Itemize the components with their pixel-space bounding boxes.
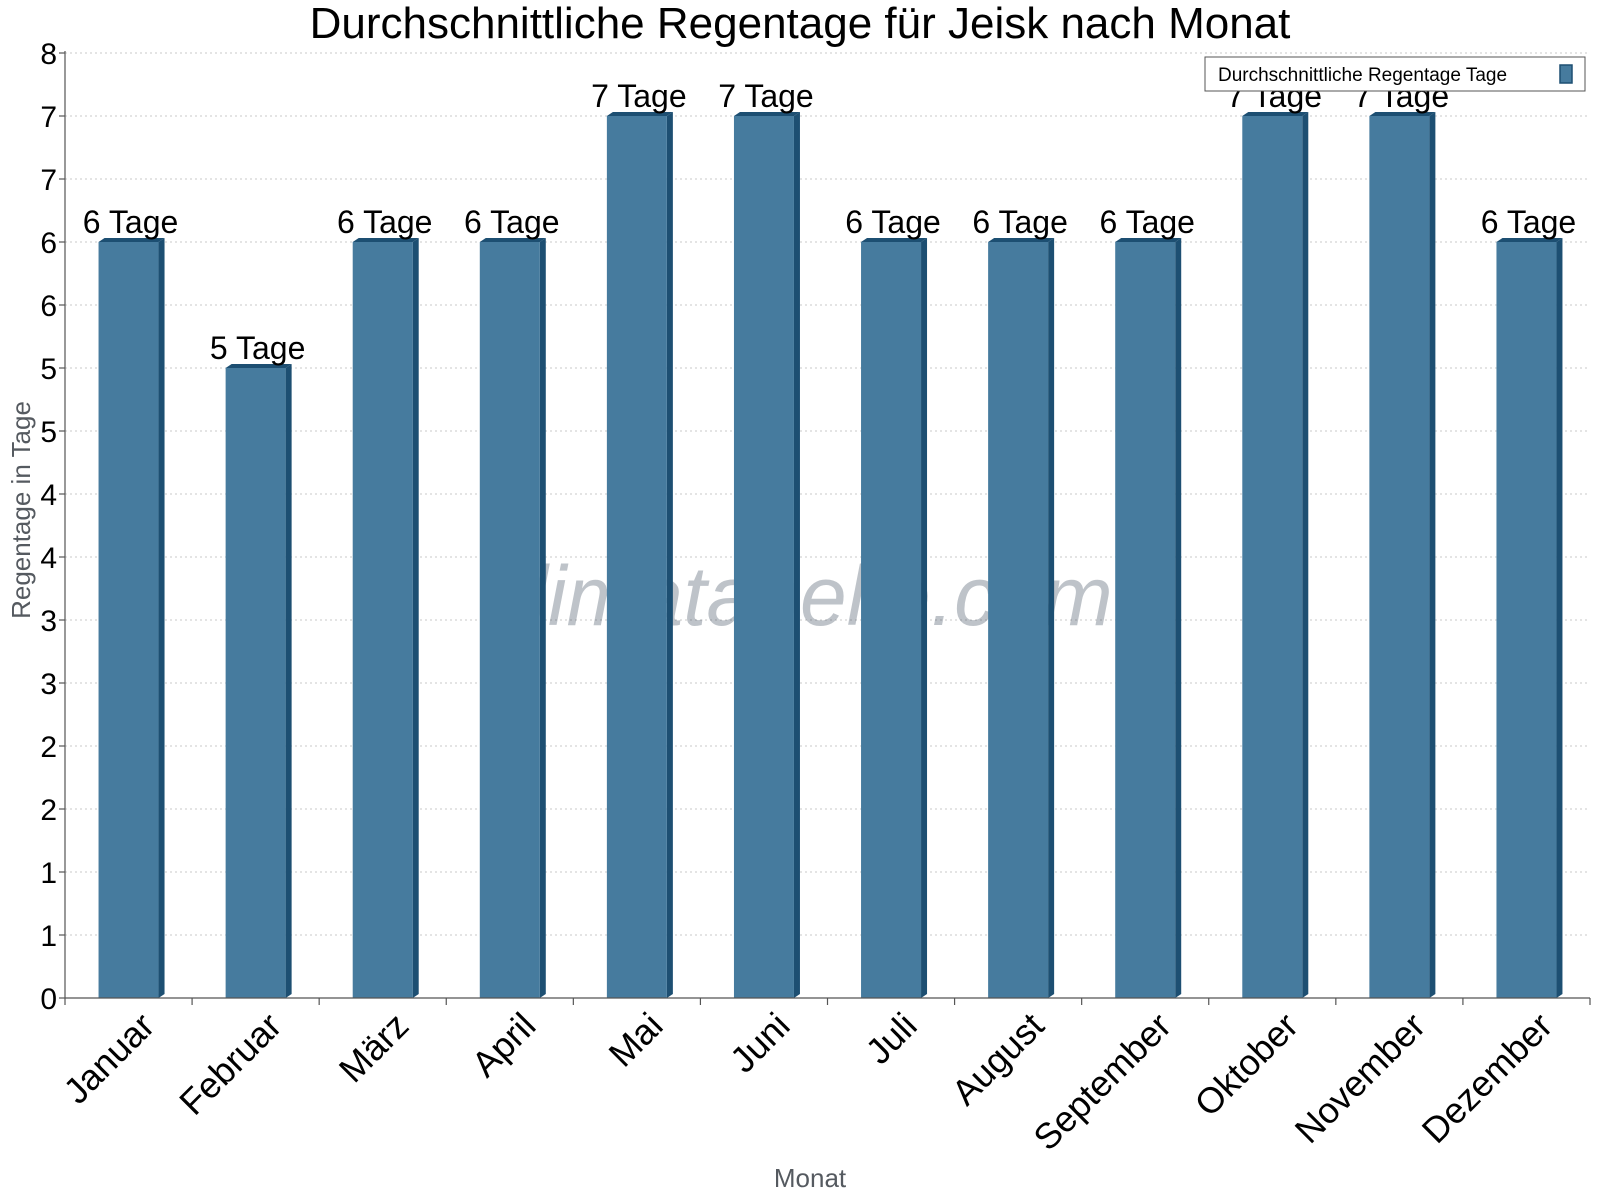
bar bbox=[352, 242, 413, 998]
axes bbox=[64, 51, 1590, 999]
y-tick-label: 4 bbox=[40, 479, 57, 512]
y-tick-label: 0 bbox=[40, 983, 57, 1016]
bar bbox=[1242, 116, 1303, 998]
y-tick-label: 7 bbox=[40, 101, 57, 134]
y-tick-label: 5 bbox=[40, 353, 57, 386]
y-tick-label: 7 bbox=[40, 164, 57, 197]
bar-side bbox=[793, 112, 800, 998]
y-tick-label: 3 bbox=[40, 668, 57, 701]
data-label: 6 Tage bbox=[1099, 204, 1195, 240]
y-tick-label: 6 bbox=[40, 290, 57, 323]
bar-side bbox=[1429, 112, 1436, 998]
y-axis-label: Regentage in Tage bbox=[6, 401, 36, 619]
bar-top bbox=[861, 238, 928, 242]
x-tick-label: Juli bbox=[858, 1005, 925, 1072]
y-axis-ticks: 0 1 1 2 2 3 3 4 4 5 5 6 6 7 7 8 bbox=[40, 38, 65, 1016]
legend-box bbox=[1204, 56, 1586, 92]
y-tick-label: 3 bbox=[40, 605, 57, 638]
bar-top bbox=[98, 238, 165, 242]
bar-side bbox=[1556, 238, 1563, 998]
bar-side bbox=[1048, 238, 1055, 998]
x-tick-label: September bbox=[1025, 1005, 1179, 1159]
bar-side bbox=[539, 238, 546, 998]
y-tick-label: 8 bbox=[40, 38, 57, 71]
bar-top bbox=[1115, 238, 1182, 242]
y-tick-label: 6 bbox=[40, 227, 57, 260]
bar bbox=[1496, 242, 1557, 998]
bar-top bbox=[733, 112, 800, 116]
x-tick-label: Juni bbox=[722, 1005, 798, 1081]
x-tick-label: Mai bbox=[601, 1005, 671, 1075]
data-label: 6 Tage bbox=[1481, 204, 1577, 240]
bars bbox=[98, 112, 1563, 998]
y-tick-label: 2 bbox=[40, 794, 57, 827]
bar-side bbox=[921, 238, 928, 998]
data-label: 6 Tage bbox=[464, 204, 560, 240]
bar-top bbox=[1242, 112, 1309, 116]
data-label: 5 Tage bbox=[210, 330, 306, 366]
x-tick-label: Februar bbox=[171, 1005, 289, 1123]
x-tick-label: Dezember bbox=[1414, 1005, 1560, 1151]
bar-side bbox=[666, 112, 673, 998]
x-tick-label: März bbox=[331, 1005, 417, 1091]
y-tick-label: 1 bbox=[40, 920, 57, 953]
bar-top bbox=[988, 238, 1055, 242]
bar-top bbox=[225, 364, 292, 368]
legend-swatch bbox=[1559, 64, 1573, 84]
y-tick-label: 2 bbox=[40, 731, 57, 764]
x-tick-label: April bbox=[464, 1005, 544, 1085]
bar-top bbox=[1496, 238, 1563, 242]
chart-title: Durchschnittliche Regentage für Jeisk na… bbox=[310, 0, 1291, 48]
bar bbox=[1115, 242, 1176, 998]
x-tick-label: August bbox=[944, 1005, 1052, 1113]
bar-side bbox=[158, 238, 165, 998]
bar bbox=[988, 242, 1049, 998]
bar-side bbox=[285, 364, 292, 998]
y-tick-label: 1 bbox=[40, 857, 57, 890]
bar bbox=[1369, 116, 1430, 998]
data-label: 6 Tage bbox=[337, 204, 433, 240]
bar bbox=[606, 116, 667, 998]
data-label: 7 Tage bbox=[718, 78, 814, 114]
data-label: 6 Tage bbox=[845, 204, 941, 240]
bar bbox=[479, 242, 540, 998]
bar bbox=[861, 242, 922, 998]
bar-top bbox=[479, 238, 546, 242]
x-tick-label: Januar bbox=[55, 1005, 162, 1112]
bar-top bbox=[606, 112, 673, 116]
bar-side bbox=[412, 238, 419, 998]
bar bbox=[225, 368, 286, 998]
data-label: 6 Tage bbox=[972, 204, 1068, 240]
x-tick-label: November bbox=[1287, 1005, 1433, 1151]
y-tick-label: 4 bbox=[40, 542, 57, 575]
y-tick-label: 5 bbox=[40, 416, 57, 449]
data-label: 7 Tage bbox=[591, 78, 687, 114]
x-tick-label: Oktober bbox=[1186, 1005, 1306, 1125]
data-labels: 6 Tage 5 Tage 6 Tage 6 Tage 7 Tage 7 Tage 6 Ta… bbox=[83, 78, 1576, 366]
bar-side bbox=[1302, 112, 1309, 998]
data-label: 6 Tage bbox=[83, 204, 179, 240]
bar-side bbox=[1175, 238, 1182, 998]
x-axis-ticks: Januar Februar März April Mai Juni Juli AugustS… bbox=[55, 998, 1591, 1159]
x-axis-label: Monat bbox=[774, 1163, 847, 1193]
bar bbox=[733, 116, 794, 998]
legend-label: Durchschnittliche Regentage Tage bbox=[1218, 65, 1507, 86]
bar bbox=[98, 242, 159, 998]
legend: Durchschnittliche Regentage Tage bbox=[1204, 56, 1586, 92]
grid-lines bbox=[65, 52, 1590, 936]
bar-top bbox=[1369, 112, 1436, 116]
bar-top bbox=[352, 238, 419, 242]
